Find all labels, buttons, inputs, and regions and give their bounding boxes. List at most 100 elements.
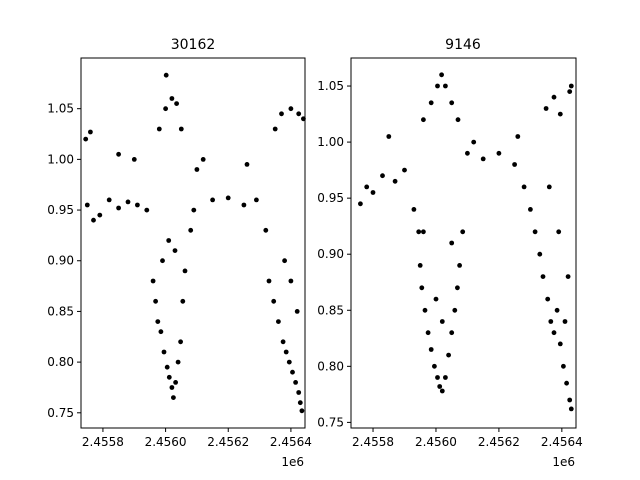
right-x-offset-label: 1e6 xyxy=(552,455,575,469)
scatter-point xyxy=(266,278,272,284)
scatter-point xyxy=(567,397,573,403)
left-x-axis: 2.4558 2.4560 2.4562 2.4564 xyxy=(82,428,312,449)
scatter-point xyxy=(437,384,443,389)
scatter-point xyxy=(435,375,440,380)
scatter-point xyxy=(416,229,422,235)
scatter-point xyxy=(286,359,292,365)
scatter-point xyxy=(417,263,423,268)
scatter-point xyxy=(358,201,363,207)
scatter-point xyxy=(163,72,169,78)
scatter-point xyxy=(166,374,172,380)
scatter-point xyxy=(172,248,178,254)
scatter-point xyxy=(180,298,186,304)
scatter-point xyxy=(564,380,569,386)
scatter-point xyxy=(562,319,568,324)
scatter-point xyxy=(432,363,437,369)
left-scatter-panel: 30162 2.4558 2.4560 2.4562 2.4564 0.750.800… xyxy=(47,37,312,469)
y-tick-label: 1.00 xyxy=(47,152,74,166)
scatter-point xyxy=(188,227,194,233)
left-panel-title: 30162 xyxy=(171,37,216,53)
scatter-point xyxy=(299,408,305,414)
y-tick-label: 0.85 xyxy=(317,303,344,317)
x-tick-label: 2.4558 xyxy=(82,435,124,449)
y-tick-label: 0.90 xyxy=(317,247,344,261)
left-plot-frame xyxy=(80,57,306,429)
scatter-point xyxy=(174,101,180,106)
scatter-point xyxy=(411,207,417,212)
scatter-point xyxy=(465,150,470,156)
scatter-point xyxy=(568,83,574,89)
scatter-point xyxy=(496,150,502,156)
scatter-point xyxy=(282,258,287,264)
scatter-point xyxy=(521,184,527,190)
left-x-offset-label: 1e6 xyxy=(281,455,304,469)
scatter-point xyxy=(161,349,167,355)
scatter-point xyxy=(150,278,156,284)
scatter-point xyxy=(171,395,176,400)
scatter-point xyxy=(290,369,295,375)
x-tick-label: 2.4558 xyxy=(352,435,394,449)
scatter-point xyxy=(106,197,112,203)
scatter-point xyxy=(460,229,466,235)
scatter-point xyxy=(297,400,303,406)
scatter-point xyxy=(153,298,159,304)
scatter-point xyxy=(116,151,121,157)
scatter-point xyxy=(480,156,486,162)
scatter-point xyxy=(191,207,197,213)
scatter-point xyxy=(421,117,426,123)
scatter-point xyxy=(554,307,560,313)
scatter-point xyxy=(166,238,172,243)
scatter-point xyxy=(439,72,444,78)
scatter-point xyxy=(116,205,121,211)
scatter-point xyxy=(160,258,165,264)
scatter-point xyxy=(293,380,298,385)
scatter-point xyxy=(380,173,385,179)
left-scatter-marks xyxy=(83,72,306,414)
scatter-point xyxy=(425,330,431,336)
right-y-axis: 0.75 0.80 0.85 0.90 0.95 1.00 1.05 xyxy=(317,79,351,429)
scatter-point xyxy=(144,207,150,213)
scatter-point xyxy=(567,89,573,94)
scatter-point xyxy=(551,94,557,100)
scatter-point xyxy=(548,319,554,324)
scatter-point xyxy=(194,167,200,172)
scatter-point xyxy=(392,178,398,184)
scatter-point xyxy=(91,217,96,223)
scatter-point xyxy=(556,229,562,235)
scatter-point xyxy=(455,285,460,291)
scatter-point xyxy=(386,134,392,139)
scatter-point xyxy=(421,229,426,235)
scatter-point xyxy=(263,227,269,233)
scatter-point xyxy=(164,364,170,370)
scatter-point xyxy=(532,229,538,235)
scatter-point xyxy=(178,126,184,132)
right-x-axis: 2.4558 2.4560 2.4562 2.4564 xyxy=(352,428,583,449)
scatter-point xyxy=(449,100,455,106)
scatter-point xyxy=(156,126,162,132)
scatter-point xyxy=(135,202,140,208)
right-scatter-marks xyxy=(358,72,574,412)
scatter-point xyxy=(449,330,455,336)
scatter-point xyxy=(178,339,184,345)
right-scatter-panel: 9146 2.4558 2.4560 2.4562 2.4564 0.750.800.… xyxy=(317,37,583,469)
scatter-point xyxy=(84,202,90,208)
scatter-point xyxy=(402,167,407,173)
left-y-axis: 0.75 0.80 0.85 0.90 0.95 1.00 1.05 xyxy=(47,102,81,420)
x-tick-label: 2.4564 xyxy=(541,435,583,449)
y-tick-label: 0.75 xyxy=(47,406,74,420)
scatter-point xyxy=(515,134,521,139)
scatter-point xyxy=(428,347,434,352)
scatter-point xyxy=(433,296,439,302)
y-tick-label: 1.05 xyxy=(317,79,344,93)
scatter-point xyxy=(288,106,294,112)
scatter-point xyxy=(561,363,566,369)
scatter-point xyxy=(288,278,294,284)
scatter-point xyxy=(537,251,543,257)
scatter-point xyxy=(210,197,216,203)
scatter-point xyxy=(169,385,175,390)
scatter-point xyxy=(169,96,175,101)
scatter-point xyxy=(241,202,247,208)
scatter-point xyxy=(131,157,137,162)
scatter-point xyxy=(419,285,425,291)
